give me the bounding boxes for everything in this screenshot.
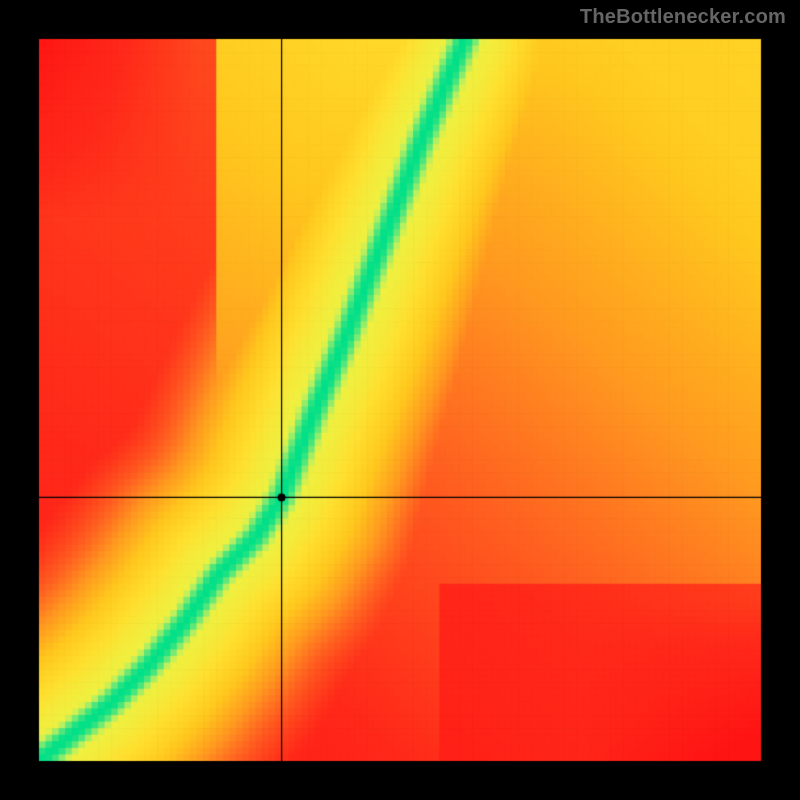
bottleneck-heatmap-canvas [0,0,800,800]
watermark-text: TheBottlenecker.com [580,6,786,29]
chart-container: TheBottlenecker.com [0,0,800,800]
